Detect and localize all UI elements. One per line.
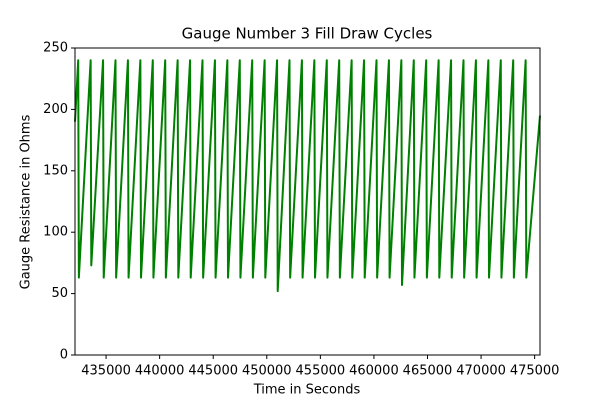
x-tick-label: 440000 xyxy=(135,364,185,379)
y-tick-label: 50 xyxy=(51,286,68,301)
data-line xyxy=(74,59,541,293)
y-axis-label: Gauge Resistance in Ohms xyxy=(19,114,34,289)
x-tick-label: 460000 xyxy=(349,364,399,379)
x-axis-label: Time in Seconds xyxy=(253,383,361,398)
y-tick-label: 250 xyxy=(43,41,68,56)
x-tick-label: 435000 xyxy=(81,364,131,379)
x-tick-label: 470000 xyxy=(456,364,506,379)
plot-frame xyxy=(74,47,541,356)
y-tick-label: 200 xyxy=(43,102,68,117)
x-tick-label: 445000 xyxy=(188,364,238,379)
y-tick-label: 150 xyxy=(43,163,68,178)
y-tick-label: 0 xyxy=(60,348,68,363)
x-tick-label: 455000 xyxy=(296,364,346,379)
y-tick-label: 100 xyxy=(43,225,68,240)
chart-title: Gauge Number 3 Fill Draw Cycles xyxy=(182,25,433,43)
x-tick-label: 475000 xyxy=(510,364,560,379)
x-tick-label: 450000 xyxy=(242,364,292,379)
x-tick-label: 465000 xyxy=(403,364,453,379)
